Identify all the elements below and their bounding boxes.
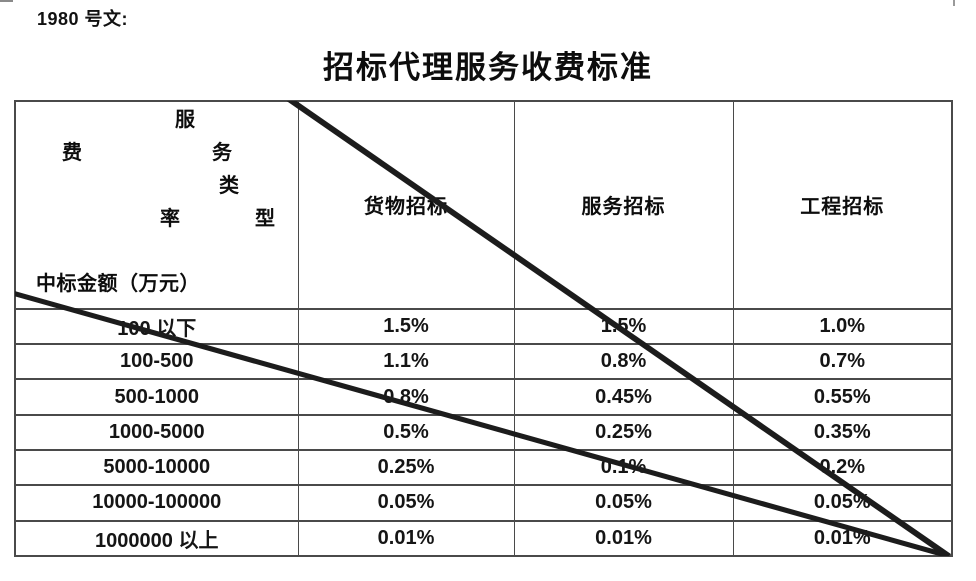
table-row: 100 以下 1.5% 1.5% 1.0% — [14, 307, 953, 345]
goods-rate-cell: 0.05% — [297, 484, 515, 522]
corner-fee-rate-char-2: 率 — [160, 208, 180, 230]
services-rate-cell: 0.01% — [513, 519, 734, 557]
page-artifact-top-left — [0, 0, 13, 2]
corner-service-type-char-4: 型 — [255, 208, 275, 230]
goods-rate-cell: 1.5% — [297, 307, 515, 345]
table-header-row: 服 务 类 型 费 率 中标金额（万元） 货物招标 服务招标 工程招标 — [14, 100, 953, 556]
engineering-rate-cell: 0.01% — [732, 519, 953, 557]
corner-fee-rate-char-1: 费 — [62, 142, 82, 164]
corner-service-type-char-1: 服 — [175, 109, 195, 131]
corner-service-type-char-3: 类 — [219, 175, 239, 197]
engineering-rate-cell: 1.0% — [732, 307, 953, 345]
services-rate-cell: 0.05% — [513, 484, 734, 522]
page-title: 招标代理服务收费标准 — [323, 50, 653, 85]
services-rate-cell: 0.8% — [513, 343, 734, 380]
engineering-rate-cell: 0.7% — [732, 343, 953, 380]
document-reference-label: 1980 号文: — [37, 9, 129, 29]
column-header-services: 服务招标 — [513, 100, 734, 310]
amount-range-cell: 100 以下 — [14, 307, 299, 345]
amount-range-cell: 500-1000 — [14, 378, 299, 416]
diagonal-header-cell: 服 务 类 型 费 率 中标金额（万元） — [14, 100, 952, 556]
services-rate-cell: 0.45% — [513, 378, 734, 416]
table-row: 5000-10000 0.25% 0.1% 0.2% — [14, 448, 953, 486]
table-row: 500-1000 0.8% 0.45% 0.55% — [14, 378, 953, 416]
corner-service-type-char-2: 务 — [212, 142, 232, 164]
table-row: 10000-100000 0.05% 0.05% 0.05% — [14, 484, 953, 522]
table-row: 1000-5000 0.5% 0.25% 0.35% — [14, 413, 953, 451]
diagonal-divider-lines — [15, 101, 952, 556]
fee-standard-table: 服 务 类 型 费 率 中标金额（万元） 货物招标 服务招标 工程招标 100 … — [14, 100, 953, 557]
engineering-rate-cell: 0.05% — [732, 484, 953, 522]
engineering-rate-cell: 0.55% — [732, 378, 953, 416]
goods-rate-cell: 0.25% — [297, 448, 515, 486]
table-row: 1000000 以上 0.01% 0.01% 0.01% — [14, 519, 953, 557]
goods-rate-cell: 0.5% — [297, 413, 515, 451]
amount-range-cell: 1000000 以上 — [14, 519, 299, 557]
goods-rate-cell: 0.8% — [297, 378, 515, 416]
amount-range-cell: 10000-100000 — [14, 484, 299, 522]
page-artifact-top-right — [953, 0, 955, 6]
column-header-goods: 货物招标 — [297, 100, 515, 310]
amount-range-cell: 5000-10000 — [14, 448, 299, 486]
goods-rate-cell: 1.1% — [297, 343, 515, 380]
corner-amount-label: 中标金额（万元） — [36, 273, 200, 295]
amount-range-cell: 1000-5000 — [14, 413, 299, 451]
column-header-engineering: 工程招标 — [732, 100, 953, 310]
goods-rate-cell: 0.01% — [297, 519, 515, 557]
